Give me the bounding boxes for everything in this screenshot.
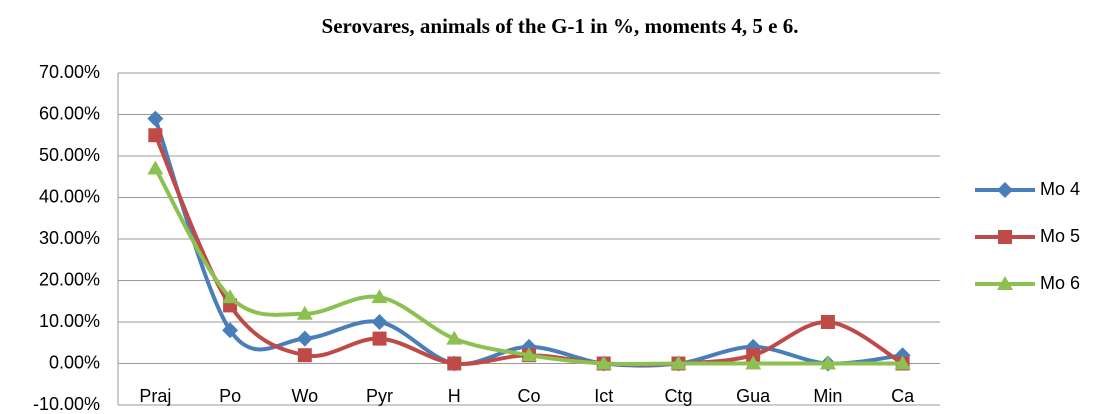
data-point bbox=[447, 356, 462, 371]
x-tick-label: Po bbox=[219, 386, 241, 406]
data-point bbox=[371, 314, 388, 330]
y-tick-label: -10.00% bbox=[33, 394, 100, 414]
x-tick-label: Ctg bbox=[664, 386, 692, 406]
legend-marker bbox=[997, 182, 1013, 198]
series-line bbox=[153, 167, 903, 367]
x-tick-label: Ict bbox=[594, 386, 613, 406]
y-tick-label: 0.00% bbox=[49, 352, 100, 372]
data-point bbox=[296, 305, 313, 320]
x-tick-label: H bbox=[448, 386, 461, 406]
legend-marker bbox=[997, 276, 1013, 290]
chart-title: Serovares, animals of the G-1 in %, mome… bbox=[322, 14, 799, 38]
data-point bbox=[222, 322, 239, 339]
data-point bbox=[371, 289, 388, 304]
y-tick-label: 60.00% bbox=[39, 103, 100, 123]
data-point bbox=[222, 289, 239, 304]
x-tick-label: Praj bbox=[139, 386, 171, 406]
y-tick-label: 30.00% bbox=[39, 228, 100, 248]
data-point bbox=[819, 355, 836, 370]
x-tick-label: Co bbox=[517, 386, 540, 406]
data-point bbox=[372, 331, 387, 346]
legend-label: Mo 5 bbox=[1040, 226, 1080, 246]
data-point bbox=[894, 355, 911, 370]
data-point bbox=[670, 355, 687, 370]
data-point bbox=[296, 330, 313, 347]
y-tick-label: 20.00% bbox=[39, 269, 100, 289]
y-tick-label: 40.00% bbox=[39, 186, 100, 206]
x-tick-label: Pyr bbox=[366, 386, 393, 406]
x-tick-label: Ca bbox=[891, 386, 915, 406]
legend-marker bbox=[998, 230, 1012, 244]
legend-label: Mo 6 bbox=[1040, 273, 1080, 293]
data-point bbox=[745, 355, 762, 370]
y-tick-label: 50.00% bbox=[39, 145, 100, 165]
data-point bbox=[746, 348, 761, 363]
y-tick-label: 10.00% bbox=[39, 311, 100, 331]
data-point bbox=[147, 160, 164, 175]
y-tick-label: 70.00% bbox=[39, 62, 100, 82]
data-point bbox=[595, 355, 612, 370]
legend-label: Mo 4 bbox=[1040, 179, 1080, 199]
x-tick-label: Gua bbox=[736, 386, 771, 406]
x-tick-label: Wo bbox=[291, 386, 318, 406]
series-line bbox=[153, 134, 904, 367]
data-point bbox=[147, 110, 164, 127]
data-point bbox=[820, 315, 835, 329]
data-point bbox=[446, 330, 463, 345]
data-point bbox=[148, 128, 163, 143]
x-tick-label: Min bbox=[813, 386, 842, 406]
data-point bbox=[297, 348, 312, 363]
data-point bbox=[521, 347, 537, 362]
